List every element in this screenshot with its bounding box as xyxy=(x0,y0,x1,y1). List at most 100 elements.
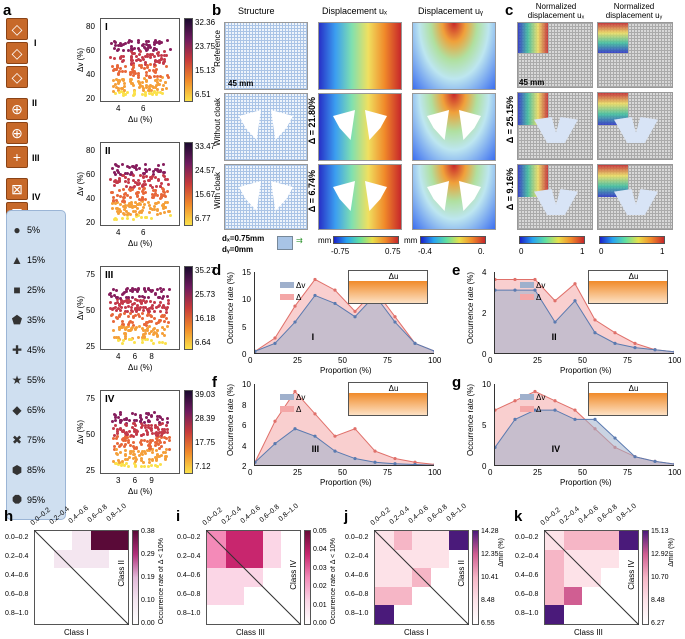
scatter-point xyxy=(131,210,135,214)
heatmap-right-class: Class IV xyxy=(289,560,298,590)
scatter-point xyxy=(139,441,143,445)
row-bin-label: 0.4–0.6 xyxy=(515,572,539,579)
scatter-point xyxy=(119,308,123,312)
scatter-point xyxy=(126,325,130,329)
scatter-point xyxy=(155,435,159,439)
colorbar-label: Δmin (%) xyxy=(668,538,675,567)
legend-item: 25% xyxy=(27,285,46,295)
void-shape xyxy=(534,117,578,143)
scatter-point xyxy=(165,430,169,434)
col-bin-label: 0.6–0.8 xyxy=(596,503,619,524)
measured-field xyxy=(598,23,628,53)
y-axis-label: Δv (%) xyxy=(76,296,85,321)
scatter-point xyxy=(145,85,149,89)
row-bin-label: 0.0–0.2 xyxy=(345,534,369,541)
scatter-point xyxy=(112,336,116,340)
scatter-point xyxy=(128,196,132,200)
photo-without-cloak-ux xyxy=(517,92,593,160)
line-chart-f: f III Δv Δ Δu 10 8 6 4 2 0 25 50 75 100 Occurrence rate… xyxy=(212,374,444,490)
x-tick-label: 100 xyxy=(428,468,442,477)
scatter-point xyxy=(116,165,120,169)
scatter-point xyxy=(138,52,142,56)
scatter-point xyxy=(117,303,121,307)
scatter-point xyxy=(129,59,133,63)
scatter-point xyxy=(141,189,145,193)
scatter-point xyxy=(154,92,158,96)
heatmap-cell xyxy=(53,531,73,550)
scatter-point xyxy=(141,308,145,312)
scatter-point xyxy=(158,287,162,291)
panel-label-b: b xyxy=(212,2,222,19)
scatter-point xyxy=(161,296,165,300)
x-tick-label: 100 xyxy=(668,468,682,477)
scatter-point xyxy=(132,428,136,432)
scatter-point xyxy=(122,418,126,421)
scatter-point xyxy=(155,415,159,419)
x-tick-label: 75 xyxy=(623,468,632,477)
scatter-point xyxy=(165,65,169,69)
x-tick-label: 25 xyxy=(293,468,302,477)
scatter-point xyxy=(158,39,162,43)
scatter-point xyxy=(154,463,158,467)
y-tick-label: 20 xyxy=(86,94,95,103)
delta-point xyxy=(393,456,397,461)
scatter-point xyxy=(147,413,151,417)
scatter-point xyxy=(147,461,151,465)
scatter-point xyxy=(152,332,156,336)
scatter-point xyxy=(122,463,126,467)
delta-point xyxy=(333,288,337,292)
scatter-point xyxy=(162,441,166,445)
scatter-point xyxy=(160,192,164,196)
y-tick-label: 5 xyxy=(482,421,487,430)
delta-v-point xyxy=(673,462,674,465)
heatmap-cell xyxy=(375,549,394,569)
scatter-point xyxy=(117,462,121,466)
line-legend: Δv Δ xyxy=(520,392,545,416)
delta-point xyxy=(495,408,497,412)
delta-u-inset: Δu xyxy=(587,382,668,416)
scatter-point xyxy=(131,178,135,182)
c-colorbar-uy xyxy=(599,236,665,244)
heatmap-cell xyxy=(430,605,450,624)
scatter-point xyxy=(124,430,128,434)
without-cloak-structure xyxy=(224,93,308,161)
scatter-point xyxy=(110,307,114,311)
scatter-point xyxy=(158,169,162,173)
x-tick-label: 8 xyxy=(149,352,154,361)
scatter-point xyxy=(113,415,117,419)
scatter-point xyxy=(160,454,164,458)
scatter-point xyxy=(121,341,125,345)
scatter-point xyxy=(143,93,147,97)
inset-legend: Δu xyxy=(628,384,639,393)
colorbar xyxy=(184,18,193,102)
scatter-point xyxy=(156,178,160,182)
scatter-point xyxy=(155,321,159,325)
scatter-point xyxy=(154,443,157,447)
measured-field xyxy=(518,23,548,53)
scatter-point xyxy=(137,324,141,328)
line-chart-d: d I Δv Δ Δu 15 10 5 0 0 25 50 75 100 Occurrence rate (… xyxy=(212,262,444,378)
scatter-point xyxy=(123,199,127,203)
c-delta-with: Δ = 9.16% xyxy=(505,168,515,211)
scatter-point xyxy=(122,322,126,326)
scatter-point xyxy=(164,87,168,91)
scatter-point xyxy=(151,438,155,442)
scatter-point xyxy=(162,190,166,194)
scatter-point xyxy=(112,183,116,187)
heatmap-cell xyxy=(545,568,564,587)
scatter-point xyxy=(126,204,130,208)
heatmap-cell xyxy=(600,531,620,550)
scatter-point xyxy=(123,435,127,439)
scatter-point xyxy=(125,296,129,300)
scatter-point xyxy=(129,451,133,455)
scatter-point xyxy=(158,414,162,418)
scatter-point xyxy=(147,89,151,92)
scatter-point xyxy=(156,77,160,81)
scatter-point xyxy=(123,305,127,309)
with-cloak-structure xyxy=(224,164,308,230)
c-header-ux: Normalized displacement uₓ xyxy=(527,2,585,20)
scatter-point xyxy=(166,177,170,181)
scatter-point xyxy=(167,209,171,213)
scatter-point xyxy=(132,324,136,328)
scatter-point xyxy=(153,330,157,334)
